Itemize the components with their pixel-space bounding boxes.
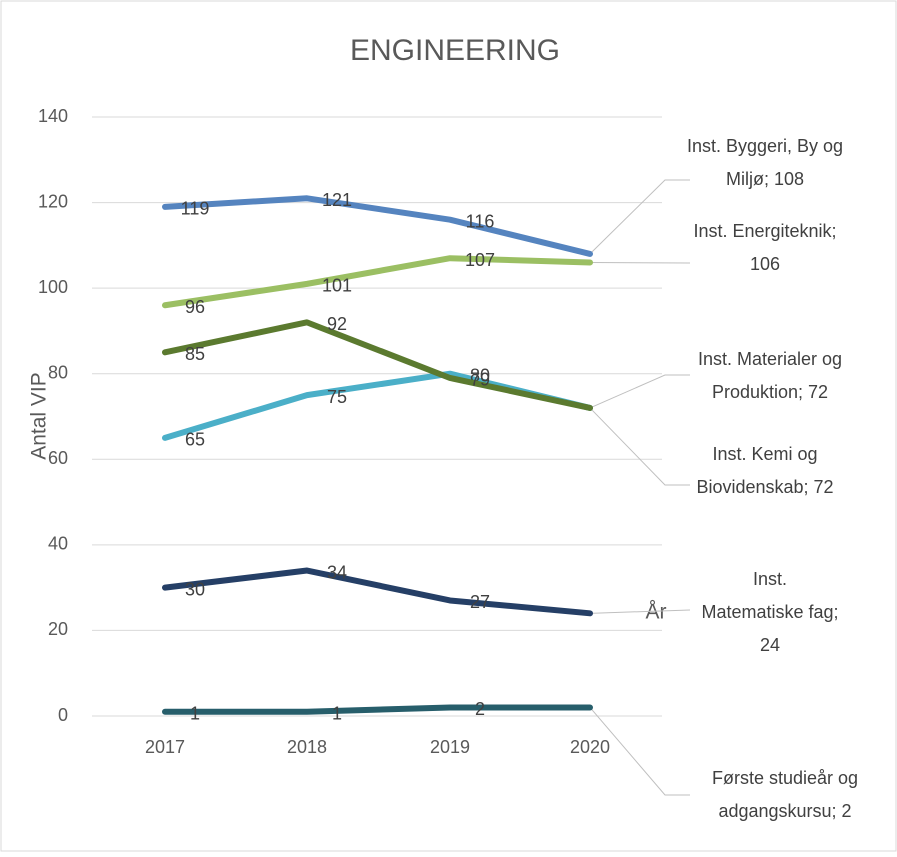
chart-title: ENGINEERING [350,34,560,67]
data-label: 75 [327,387,347,407]
end-label-box: Inst. Materialer og Produktion; 72 [697,349,843,402]
data-label: 79 [470,370,490,390]
data-label: 121 [322,190,352,210]
data-label: 116 [466,211,495,231]
y-tick-label: 100 [38,277,68,297]
end-label: Inst. Materialer og Produktion; 72 [697,349,843,402]
data-label: 101 [322,276,352,296]
y-tick-label: 80 [48,362,68,382]
leader-line [589,179,690,255]
data-label: 1 [190,703,200,723]
y-axis-title: Antal VIP [28,372,51,460]
data-label: 107 [465,250,495,270]
data-label: 27 [470,592,490,612]
leader-line [589,707,690,796]
data-label: 92 [327,314,347,334]
end-label-box: Inst. Energiteknik; 106 [693,221,837,274]
leader-line [589,407,690,486]
end-label-box: Inst. Kemi og Biovidenskab; 72 [696,444,834,497]
data-label: 30 [185,579,205,599]
series-line [162,255,593,309]
x-tick-label: 2020 [570,737,610,757]
leader-line [589,261,691,264]
x-tick-label: 2019 [430,737,470,757]
end-label: Inst. Kemi og Biovidenskab; 72 [696,444,834,497]
leader-line [589,609,691,614]
data-label: 2 [475,699,485,719]
end-label-box: Inst. Matematiske fag; 24 [701,569,839,655]
y-tick-label: 60 [48,448,68,468]
leader-line [589,374,690,409]
x-tick-label: 2017 [145,737,185,757]
end-label-box: Første studieår og adgangskursu; 2 [711,768,859,821]
series-line [162,567,593,617]
end-label: Inst. Byggeri, By og Miljø; 108 [686,136,844,189]
end-label: Inst. Matematiske fag; 24 [701,569,839,655]
x-axis-title: År [646,601,667,624]
data-label: 34 [327,562,347,582]
end-label: Første studieår og adgangskursu; 2 [711,768,859,821]
series-line [162,319,593,411]
x-tick-label: 2018 [287,737,327,757]
data-label: 119 [181,199,210,219]
y-tick-label: 120 [38,191,68,211]
series-line [162,195,593,257]
data-label: 96 [185,297,205,317]
y-tick-label: 140 [38,106,68,126]
data-label: 85 [185,344,205,364]
data-label: 1 [332,703,342,723]
series-line [162,704,593,715]
data-label: 65 [185,430,205,450]
y-tick-label: 0 [58,705,68,725]
end-label: Inst. Energiteknik; 106 [693,221,837,274]
y-tick-label: 40 [48,534,68,554]
y-tick-label: 20 [48,619,68,639]
end-label-box: Inst. Byggeri, By og Miljø; 108 [686,136,844,189]
